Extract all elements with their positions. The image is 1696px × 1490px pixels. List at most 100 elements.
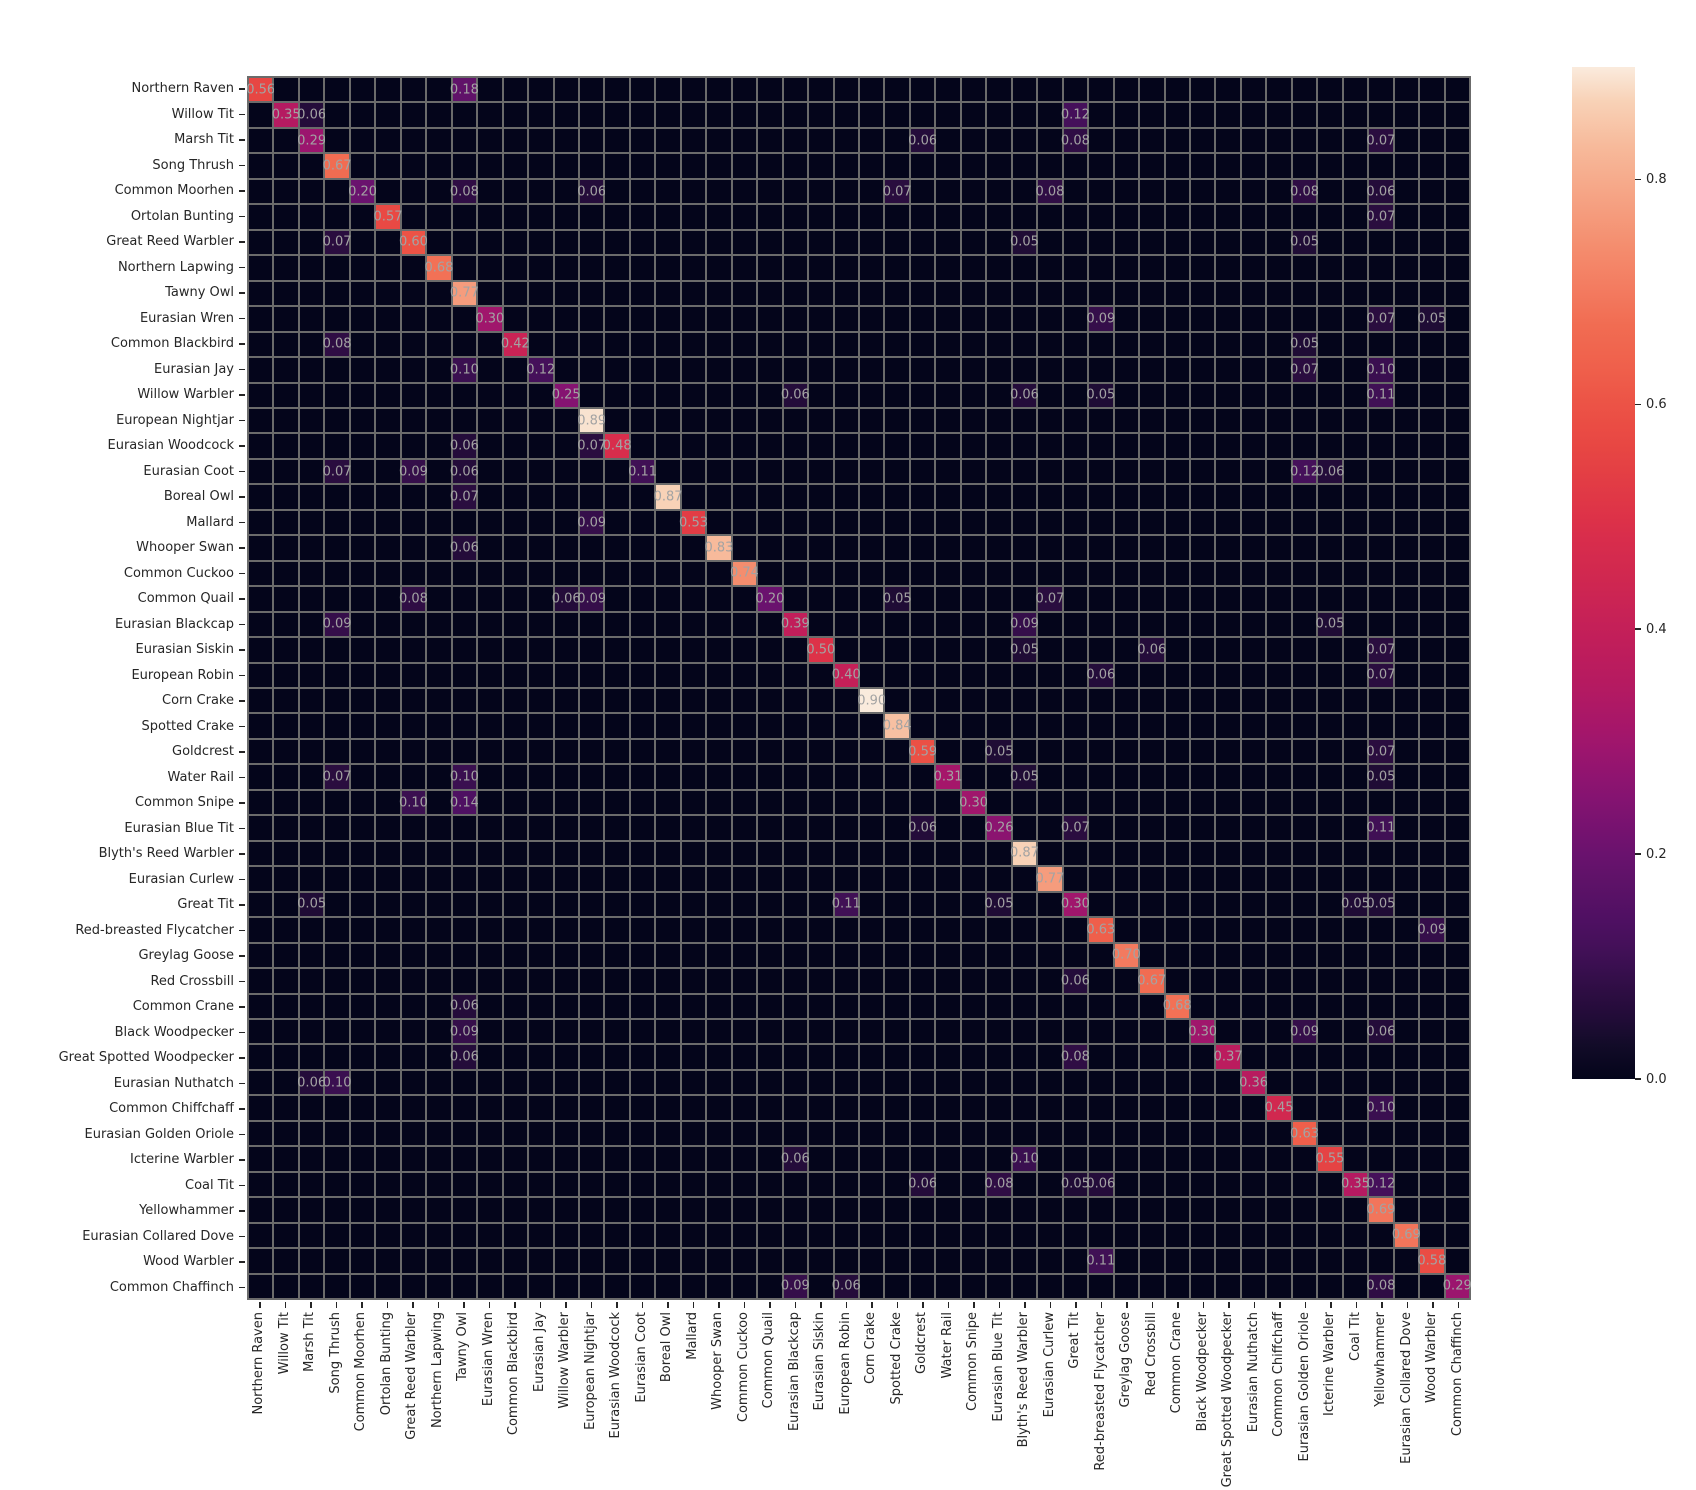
cell-value-label: 0.07 bbox=[882, 184, 912, 200]
heatmap-cell bbox=[452, 714, 477, 738]
heatmap-cell bbox=[1012, 663, 1037, 687]
heatmap-cell bbox=[961, 867, 986, 891]
heatmap-cell bbox=[1420, 969, 1444, 993]
heatmap-cell bbox=[656, 408, 680, 433]
heatmap-cell bbox=[834, 307, 858, 331]
heatmap-cell bbox=[1394, 1019, 1419, 1044]
heatmap-cell bbox=[936, 1172, 960, 1197]
heatmap-cell bbox=[758, 1070, 782, 1095]
heatmap-cell bbox=[274, 1172, 298, 1197]
heatmap-cell bbox=[579, 969, 604, 993]
heatmap-cell bbox=[707, 358, 731, 382]
x-tick-mark bbox=[973, 1302, 975, 1308]
heatmap-cell bbox=[554, 230, 578, 255]
heatmap-cell bbox=[1140, 307, 1164, 331]
heatmap-cell bbox=[1369, 587, 1393, 611]
heatmap-cell: 0.05 bbox=[1010, 230, 1039, 255]
heatmap-cell bbox=[1216, 358, 1240, 382]
x-tick-label: Icterine Warbler bbox=[1322, 1312, 1338, 1416]
heatmap-cell bbox=[732, 1274, 757, 1298]
heatmap-cell bbox=[1318, 739, 1342, 764]
heatmap-cell bbox=[758, 78, 782, 102]
colorbar-tick-label: 0.6 bbox=[1646, 397, 1667, 413]
heatmap-cell bbox=[579, 307, 604, 331]
heatmap-cell bbox=[1114, 714, 1139, 738]
x-tick-mark bbox=[998, 1302, 1000, 1308]
heatmap-cell bbox=[834, 689, 858, 713]
heatmap-cell bbox=[783, 739, 808, 764]
heatmap-cell bbox=[579, 332, 604, 357]
heatmap-cell bbox=[274, 561, 298, 586]
heatmap-cell bbox=[1012, 739, 1037, 764]
heatmap-cell bbox=[1292, 307, 1317, 331]
heatmap-cell bbox=[579, 154, 604, 178]
heatmap-cell bbox=[987, 78, 1011, 102]
heatmap-cell bbox=[681, 332, 706, 357]
heatmap-cell bbox=[554, 1198, 578, 1222]
y-tick-label: Eurasian Siskin bbox=[135, 642, 234, 658]
y-tick-label: Eurasian Jay bbox=[154, 361, 234, 377]
heatmap-cell bbox=[1241, 179, 1266, 204]
heatmap-cell bbox=[630, 408, 655, 433]
heatmap-cell bbox=[1343, 536, 1368, 560]
heatmap-cell bbox=[503, 1249, 528, 1273]
heatmap-cell bbox=[885, 536, 909, 560]
heatmap-cell bbox=[1241, 358, 1266, 382]
heatmap-cell bbox=[579, 943, 604, 968]
heatmap-cell: 0.06 bbox=[1010, 383, 1039, 407]
heatmap-cell bbox=[1267, 1121, 1291, 1146]
heatmap-cell bbox=[325, 790, 349, 815]
heatmap-cell bbox=[1038, 1223, 1062, 1248]
heatmap-cell bbox=[860, 1070, 884, 1095]
heatmap-cell bbox=[503, 943, 528, 968]
heatmap-cell bbox=[910, 434, 935, 458]
heatmap-cell bbox=[1267, 790, 1291, 815]
heatmap-cell bbox=[1318, 434, 1342, 458]
heatmap-cell bbox=[630, 638, 655, 662]
heatmap-cell bbox=[1012, 918, 1037, 942]
heatmap-cell bbox=[885, 638, 909, 662]
heatmap-cell bbox=[325, 485, 349, 509]
heatmap-cell bbox=[605, 994, 629, 1018]
y-tick-mark bbox=[239, 878, 245, 880]
heatmap-cell bbox=[1140, 103, 1164, 127]
heatmap-cell bbox=[579, 358, 604, 382]
heatmap-cell bbox=[274, 307, 298, 331]
heatmap-cell bbox=[936, 689, 960, 713]
heatmap-cell bbox=[427, 561, 451, 586]
heatmap-cell bbox=[783, 816, 808, 840]
heatmap-cell bbox=[1190, 1045, 1215, 1069]
heatmap-cell bbox=[936, 128, 960, 153]
heatmap-cell bbox=[1394, 587, 1419, 611]
heatmap-cell bbox=[783, 1045, 808, 1069]
heatmap-cell bbox=[427, 1147, 451, 1171]
heatmap-cell bbox=[1292, 434, 1317, 458]
heatmap-cell bbox=[681, 1096, 706, 1120]
heatmap-cell bbox=[1190, 1172, 1215, 1197]
heatmap-cell bbox=[783, 1019, 808, 1044]
x-tick-label: Eurasian Jay bbox=[531, 1312, 547, 1392]
heatmap-cell bbox=[478, 485, 502, 509]
heatmap-cell bbox=[249, 179, 273, 204]
heatmap-cell bbox=[478, 587, 502, 611]
heatmap-cell bbox=[885, 561, 909, 586]
heatmap-cell bbox=[1114, 790, 1139, 815]
heatmap-cell: 0.77 bbox=[1035, 867, 1064, 891]
heatmap-cell bbox=[1089, 1096, 1113, 1120]
y-tick-mark bbox=[239, 674, 245, 676]
heatmap-cell bbox=[350, 638, 375, 662]
heatmap-cell bbox=[809, 663, 833, 687]
heatmap-cell bbox=[783, 765, 808, 789]
heatmap-cell bbox=[274, 612, 298, 637]
heatmap-cell bbox=[910, 969, 935, 993]
heatmap-cell bbox=[554, 612, 578, 637]
heatmap-cell bbox=[732, 1147, 757, 1171]
heatmap-cell bbox=[1241, 205, 1266, 229]
heatmap-cell bbox=[1420, 536, 1444, 560]
heatmap-cell bbox=[1420, 994, 1444, 1018]
heatmap-cell bbox=[350, 561, 375, 586]
heatmap-cell bbox=[1165, 892, 1189, 917]
heatmap-cell bbox=[1063, 459, 1088, 484]
heatmap-cell bbox=[1241, 78, 1266, 102]
heatmap-cell bbox=[630, 1070, 655, 1095]
